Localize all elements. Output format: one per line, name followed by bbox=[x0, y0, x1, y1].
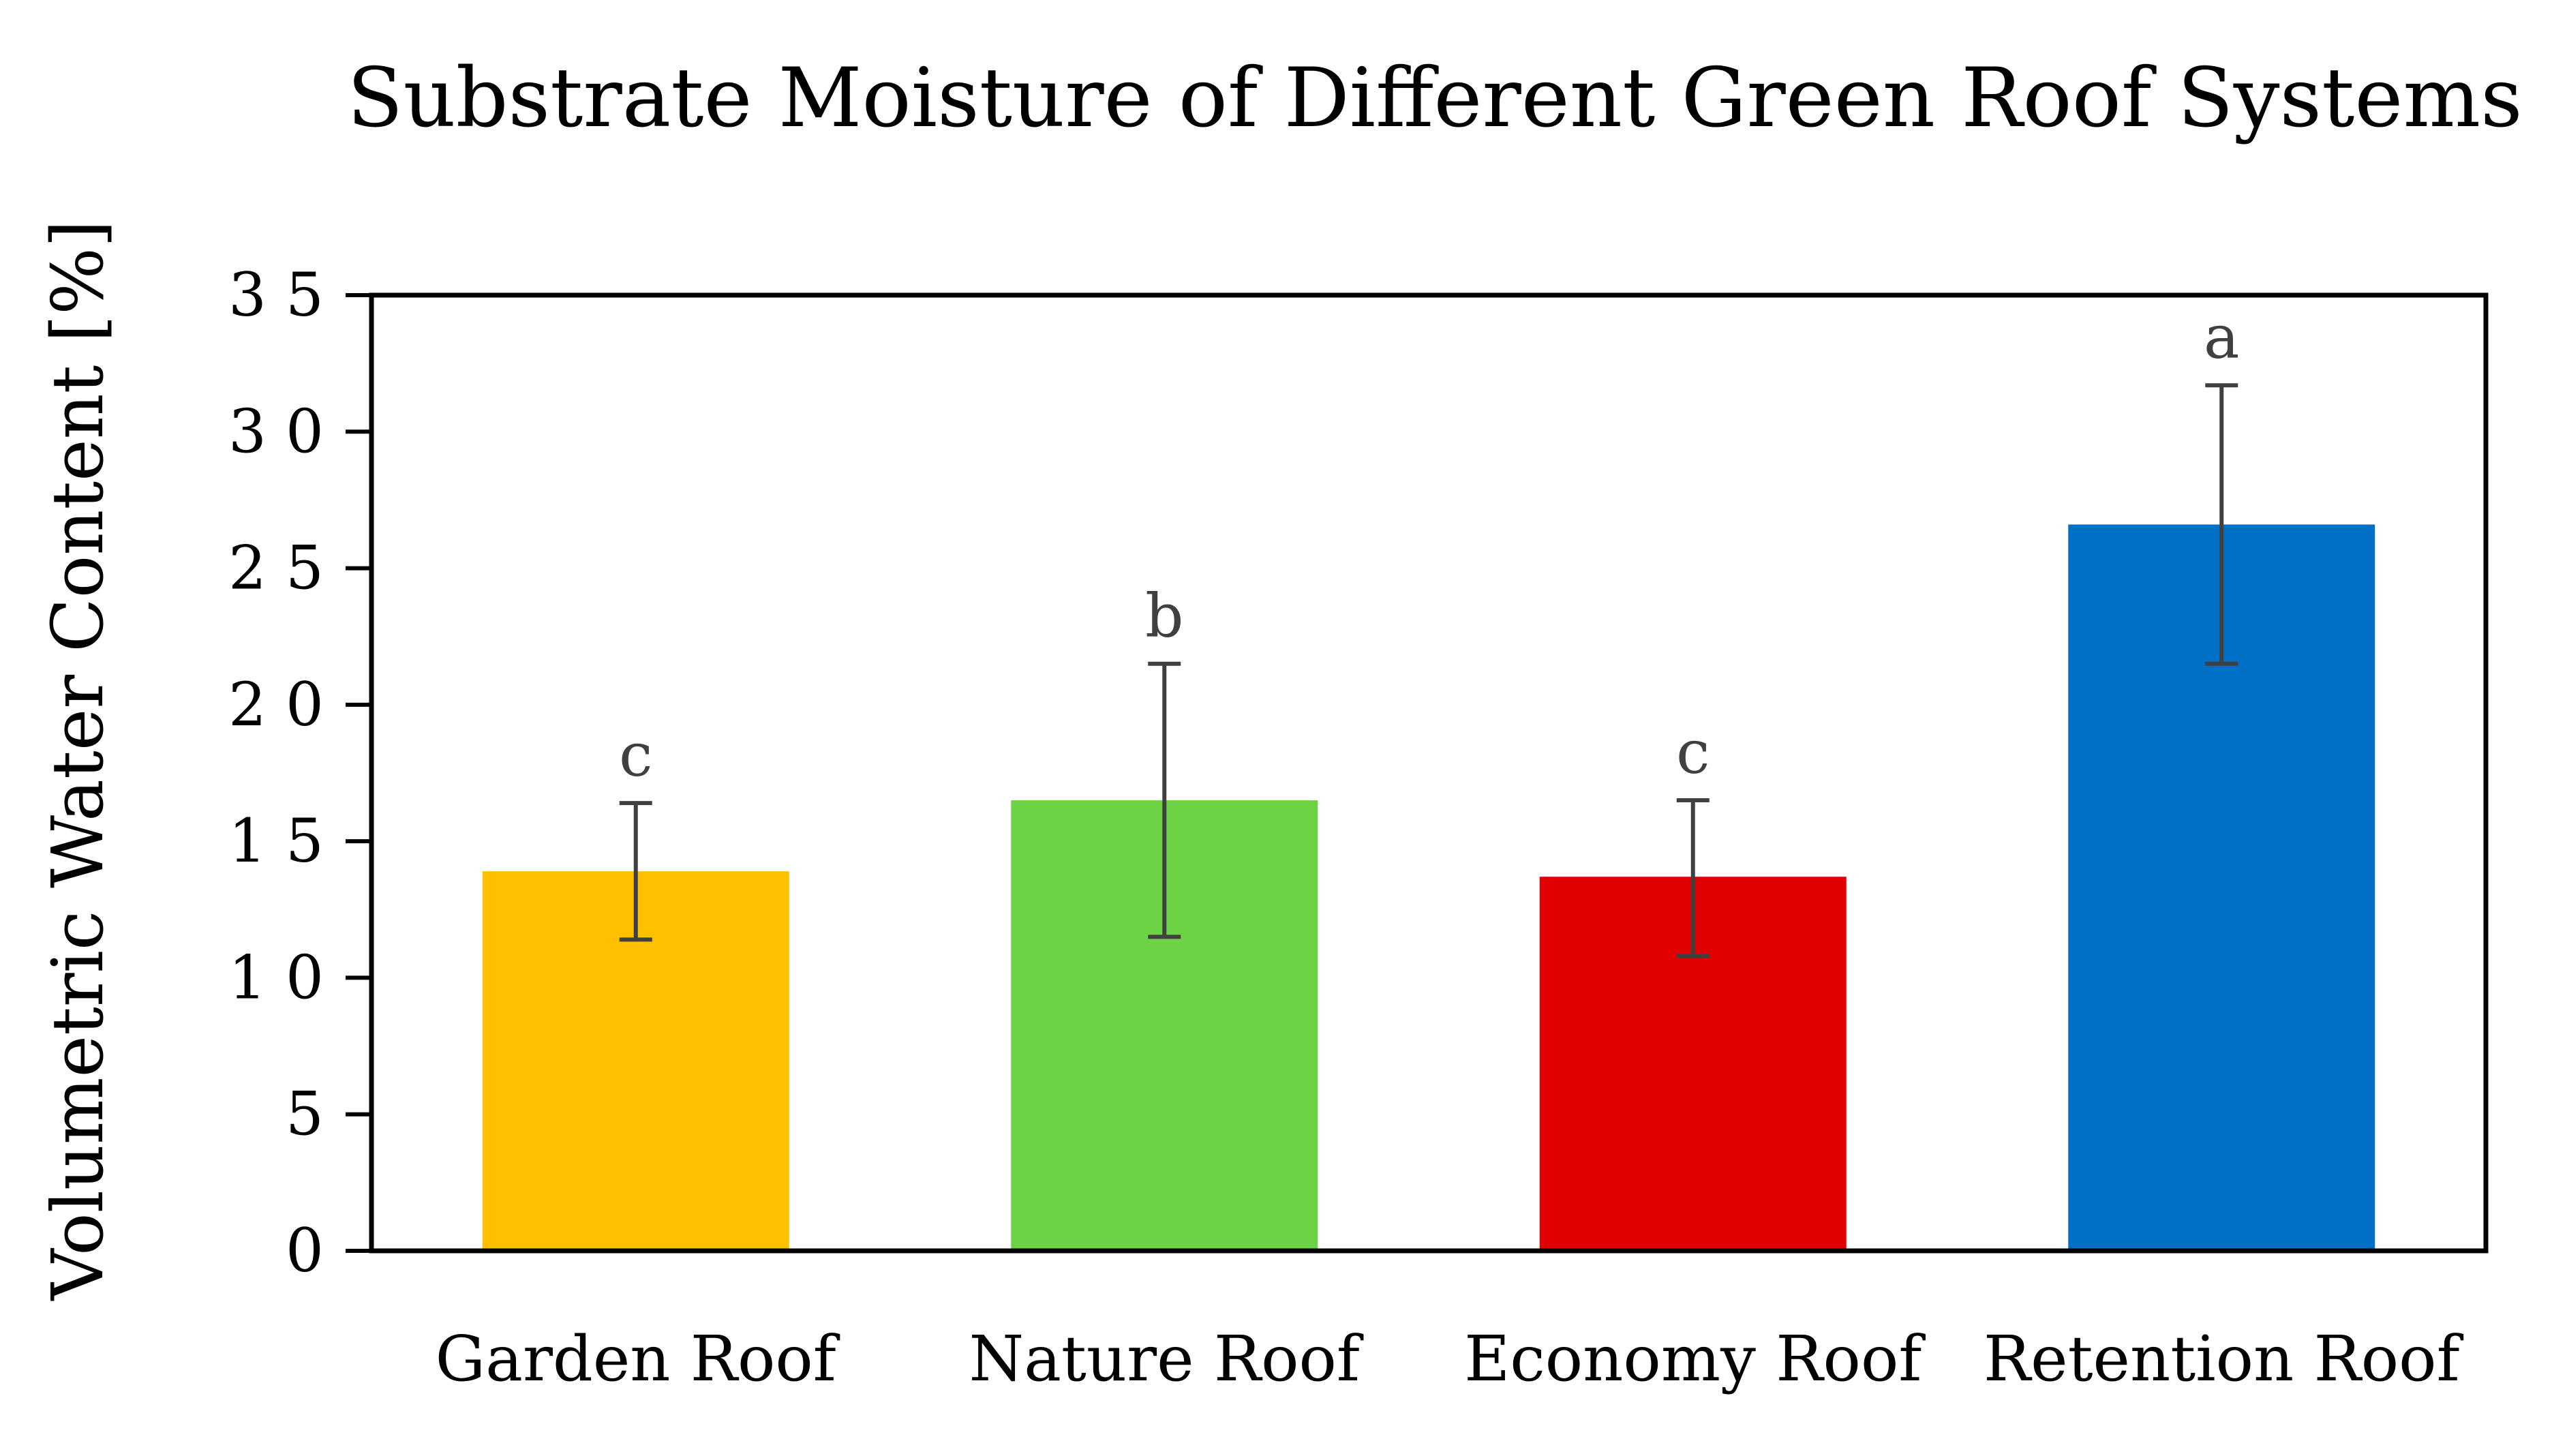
y-tick-label: 3 0 bbox=[228, 396, 324, 466]
significance-letters-group: c b c a bbox=[619, 302, 2239, 790]
y-axis-ticks: 0 5 1 0 1 5 2 0 2 5 3 0 3 5 bbox=[228, 260, 371, 1286]
y-tick-label: 5 bbox=[286, 1079, 324, 1149]
error-bars-group bbox=[619, 383, 2238, 958]
y-tick-label: 1 5 bbox=[228, 806, 324, 876]
chart-title: Substrate Moisture of Different Green Ro… bbox=[347, 51, 2522, 146]
y-tick-label: 3 5 bbox=[228, 260, 324, 330]
y-axis-title: Volumetric Water Content [%] bbox=[36, 220, 119, 1302]
x-category-label: Economy Roof bbox=[1464, 1322, 1926, 1395]
bars-group bbox=[482, 524, 2375, 1251]
significance-letter: c bbox=[1676, 717, 1710, 787]
plot-frame bbox=[369, 292, 2489, 1254]
x-category-label: Nature Roof bbox=[969, 1322, 1364, 1395]
y-tick-label: 0 bbox=[286, 1215, 324, 1286]
y-tick-label: 2 5 bbox=[228, 533, 324, 603]
y-tick-label: 1 0 bbox=[228, 942, 324, 1012]
significance-letter: c bbox=[619, 720, 652, 790]
significance-letter: a bbox=[2204, 302, 2239, 372]
y-tick-label: 2 0 bbox=[228, 669, 324, 740]
significance-letter: b bbox=[1145, 581, 1183, 651]
x-category-label: Retention Roof bbox=[1984, 1322, 2464, 1395]
x-axis-labels: Garden Roof Nature Roof Economy Roof Retent… bbox=[436, 1322, 2464, 1395]
x-category-label: Garden Roof bbox=[436, 1322, 840, 1395]
